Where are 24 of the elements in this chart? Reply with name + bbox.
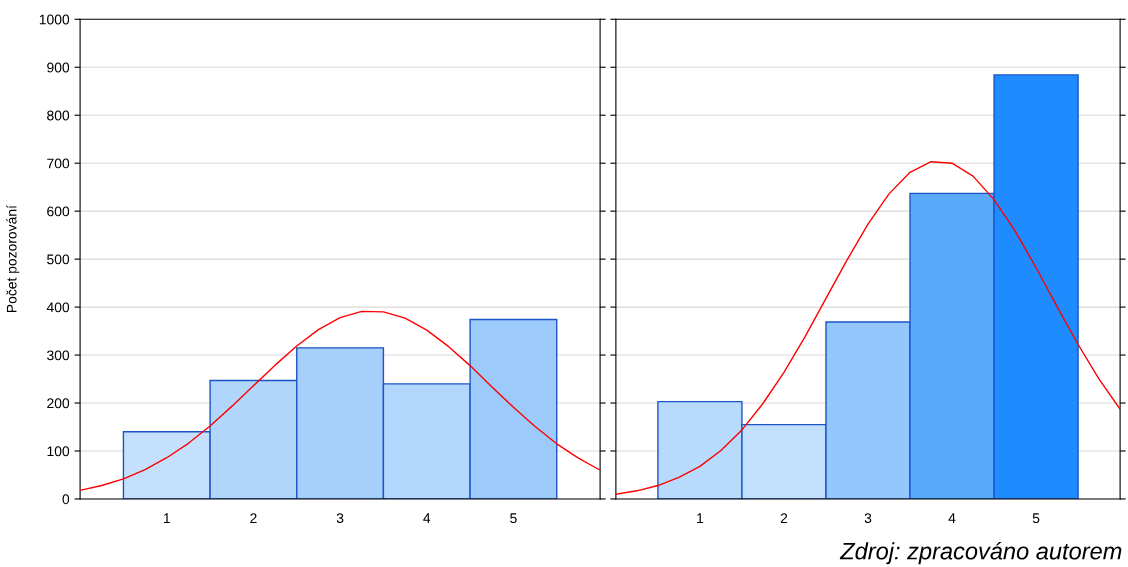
x-tick-label: 5: [510, 513, 517, 524]
y-tick-label: 600: [47, 206, 70, 217]
y-tick-label: 900: [47, 62, 70, 73]
x-tick-label: 2: [250, 513, 257, 523]
y-tick-label: 700: [47, 158, 70, 169]
x-tick-label: 4: [948, 513, 956, 523]
y-tick-label: 1000: [39, 14, 70, 25]
line-series: [80, 310, 601, 492]
y-tick-label: 300: [47, 350, 70, 361]
y-tick-label: 0: [62, 494, 70, 505]
text: Zdroj: zpracováno autorem: [839, 541, 1122, 565]
x-tick-label: 3: [336, 513, 344, 524]
x-tick-label: 1: [163, 513, 170, 523]
y-tick-label: 100: [47, 446, 70, 457]
y-tick-label: 800: [47, 110, 70, 121]
y-tick-label: 400: [46, 302, 70, 313]
x-tick-label: 1: [697, 513, 704, 523]
y-tick-label: 500: [47, 254, 70, 265]
y-axis-title: Počet pozorování: [6, 205, 20, 313]
x-tick-label: 4: [423, 513, 431, 523]
x-tick-label: 3: [864, 513, 872, 524]
x-tick-label: 5: [1032, 513, 1040, 524]
y-tick-label: 200: [47, 398, 70, 409]
x-tick-label: 2: [780, 513, 788, 523]
